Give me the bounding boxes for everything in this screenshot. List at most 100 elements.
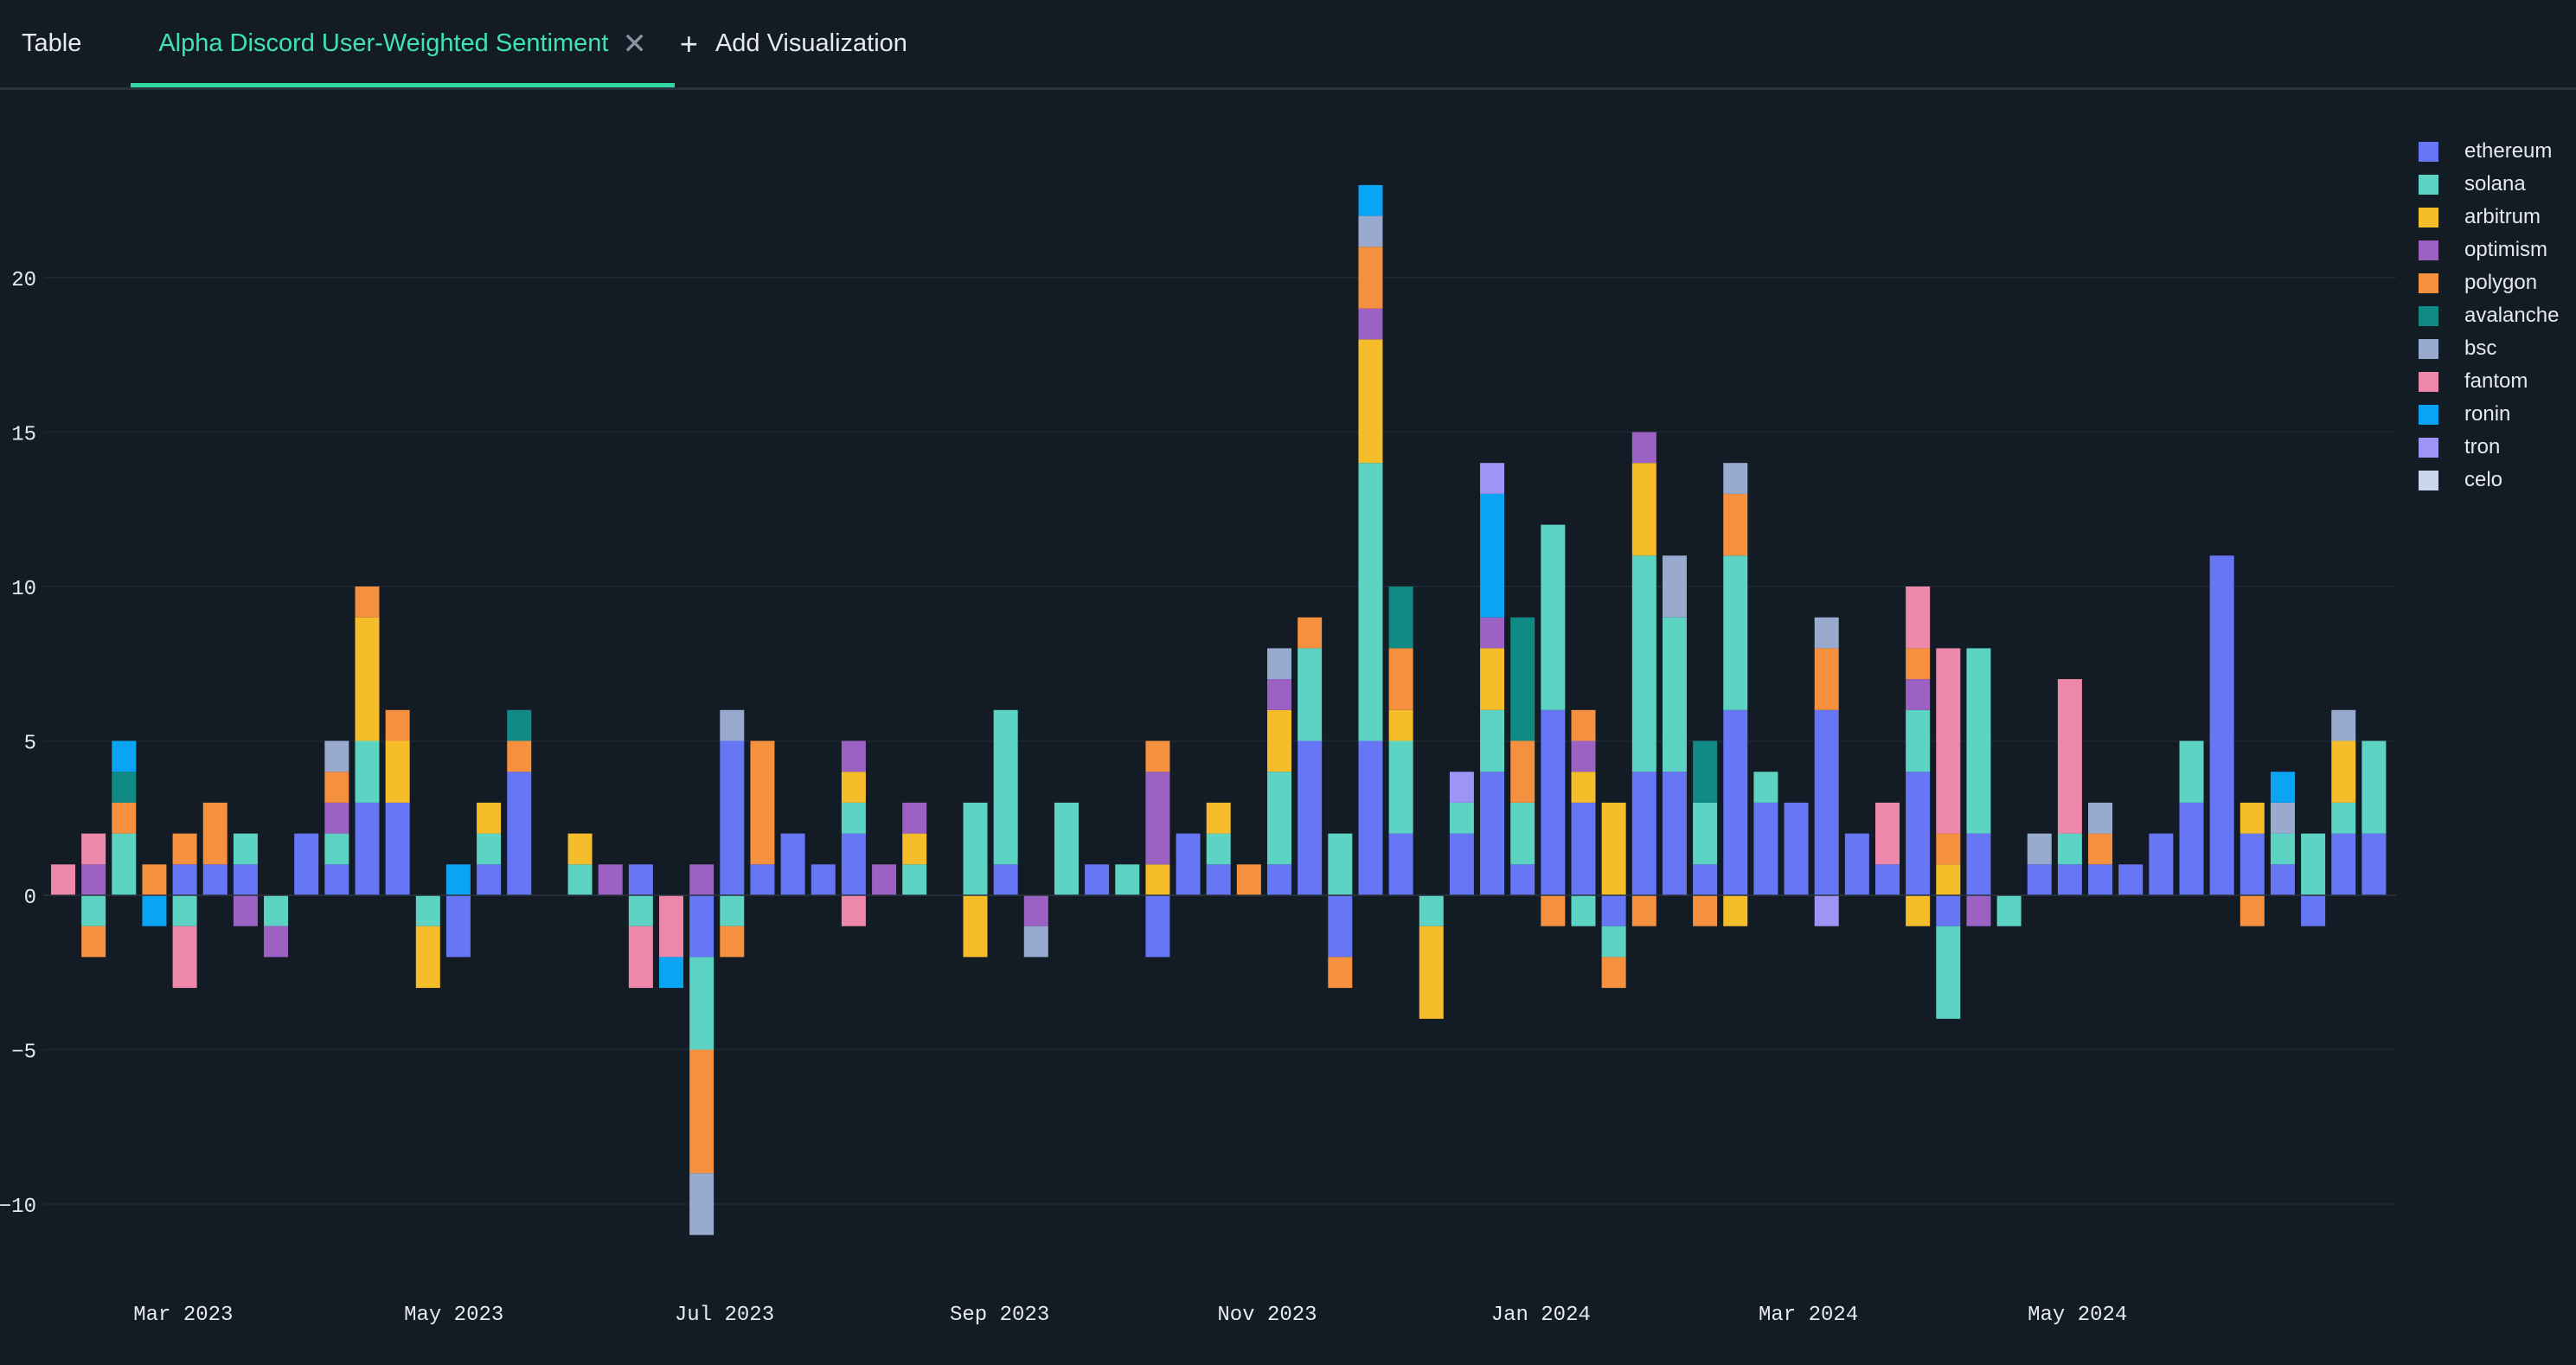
bars — [51, 184, 2387, 1235]
x-tick-label: Jul 2023 — [675, 1304, 774, 1327]
bar-segment-ethereum — [1510, 864, 1535, 895]
legend-item-solana[interactable]: solana — [2419, 168, 2559, 201]
bar-segment-solana — [720, 895, 745, 926]
legend-item-bsc[interactable]: bsc — [2419, 332, 2559, 365]
legend-item-arbitrum[interactable]: arbitrum — [2419, 201, 2559, 234]
legend-item-avalanche[interactable]: avalanche — [2419, 299, 2559, 332]
bar-segment-arbitrum — [1601, 802, 1626, 895]
tab-table[interactable]: Table — [0, 0, 103, 87]
legend-item-ronin[interactable]: ronin — [2419, 398, 2559, 431]
bar-segment-ethereum — [2301, 895, 2326, 926]
bar-segment-fantom — [1875, 802, 1900, 865]
bar-segment-fantom — [2057, 679, 2082, 834]
bar-segment-ethereum — [1388, 833, 1413, 895]
legend-label: celo — [2464, 468, 2503, 491]
bar-segment-solana — [2301, 833, 2326, 895]
bar-segment-polygon — [172, 833, 197, 865]
bar-segment-optimism — [1267, 679, 1291, 710]
bar-segment-bsc — [2331, 709, 2356, 741]
legend-item-tron[interactable]: tron — [2419, 431, 2559, 464]
bar-segment-ethereum — [780, 833, 805, 895]
bar-segment-ethereum — [1906, 772, 1931, 895]
legend-swatch — [2419, 437, 2438, 458]
bar-segment-ethereum — [2057, 864, 2082, 895]
bar-segment-solana — [1419, 895, 1444, 926]
bar-segment-ethereum — [1662, 772, 1687, 895]
bar-segment-fantom — [1906, 586, 1931, 649]
bar-segment-bsc — [1662, 555, 1687, 618]
bar-segment-solana — [112, 833, 137, 895]
legend-item-celo[interactable]: celo — [2419, 464, 2559, 497]
bar-segment-solana — [1571, 895, 1596, 926]
bar-segment-optimism — [1480, 617, 1505, 649]
bar-segment-fantom — [841, 895, 866, 926]
y-tick-label: 20 — [11, 269, 36, 292]
legend-swatch — [2419, 305, 2438, 326]
legend-swatch — [2419, 207, 2438, 228]
bar-segment-polygon — [202, 802, 227, 865]
bar-segment-ethereum — [294, 833, 319, 895]
legend-label: optimism — [2464, 238, 2548, 261]
bar-segment-arbitrum — [477, 802, 502, 834]
legend-label: ronin — [2464, 402, 2511, 426]
bar-segment-solana — [1267, 772, 1291, 865]
bar-segment-polygon — [1541, 895, 1566, 926]
bar-segment-ethereum — [1753, 802, 1778, 895]
x-tick-label: Nov 2023 — [1217, 1304, 1317, 1327]
legend-item-polygon[interactable]: polygon — [2419, 266, 2559, 299]
bar-segment-ethereum — [2149, 833, 2174, 895]
bar-segment-ethereum — [2361, 833, 2387, 895]
bar-segment-optimism — [841, 740, 866, 772]
bar-segment-polygon — [1936, 833, 1961, 865]
tab-sentiment-label: Alpha Discord User-Weighted Sentiment — [158, 29, 609, 57]
bar-segment-solana — [264, 895, 289, 926]
bar-segment-solana — [1115, 864, 1140, 895]
legend-label: tron — [2464, 435, 2501, 458]
bar-segment-ethereum — [1358, 740, 1383, 895]
bar-segment-ethereum — [1480, 772, 1505, 895]
bar-segment-ethereum — [811, 864, 836, 895]
tab-sentiment-chart[interactable]: Alpha Discord User-Weighted Sentiment ✕ — [131, 0, 675, 87]
bar-segment-ethereum — [202, 864, 227, 895]
x-axis: Mar 2023 May 2023 Jul 2023 Sep 2023 Nov 2023… — [133, 1304, 2127, 1327]
bar-segment-solana — [2057, 833, 2082, 865]
x-tick-label: Mar 2023 — [133, 1304, 233, 1327]
legend-item-ethereum[interactable]: ethereum — [2419, 135, 2559, 168]
legend-label: bsc — [2464, 336, 2497, 360]
close-icon[interactable]: ✕ — [622, 27, 647, 61]
legend-item-fantom[interactable]: fantom — [2419, 365, 2559, 398]
bar-segment-arbitrum — [963, 895, 988, 958]
bar-segment-ronin — [445, 864, 471, 895]
legend-item-optimism[interactable]: optimism — [2419, 234, 2559, 266]
bar-segment-arbitrum — [902, 833, 927, 865]
bar-segment-polygon — [1358, 247, 1383, 309]
x-tick-label: May 2024 — [2028, 1304, 2127, 1327]
bar-segment-ethereum — [172, 864, 197, 895]
bar-segment-bsc — [2027, 833, 2052, 865]
bar-segment-arbitrum — [567, 833, 593, 865]
bar-segment-polygon — [2088, 833, 2113, 865]
bar-segment-fantom — [659, 895, 683, 958]
y-axis: −10 −5 0 5 10 15 20 — [0, 269, 36, 1219]
bar-segment-ethereum — [324, 864, 349, 895]
bar-segment-bsc — [1023, 926, 1048, 958]
bar-segment-ethereum — [1571, 802, 1596, 895]
bar-segment-polygon — [1601, 957, 1626, 989]
bar-segment-optimism — [81, 864, 106, 895]
bar-segment-solana — [1449, 802, 1474, 834]
legend-label: arbitrum — [2464, 205, 2541, 228]
bar-segment-polygon — [112, 802, 137, 834]
bar-segment-ethereum — [477, 864, 502, 895]
bar-segment-arbitrum — [841, 772, 866, 803]
bar-segment-arbitrum — [1267, 709, 1291, 772]
bar-segment-solana — [324, 833, 349, 865]
add-visualization-button[interactable]: + Add Visualization — [680, 0, 907, 87]
bar-segment-fantom — [172, 926, 197, 989]
stacked-bar-chart: −10 −5 0 5 10 15 20 Mar 2023 May 2023 Jul 2023 Se… — [0, 184, 2396, 1327]
bar-segment-ethereum — [507, 772, 532, 895]
bar-segment-optimism — [902, 802, 927, 834]
bar-segment-ethereum — [1298, 740, 1323, 895]
bar-segment-solana — [1328, 833, 1353, 895]
bar-segment-ronin — [1358, 184, 1383, 216]
bar-segment-optimism — [1023, 895, 1048, 926]
